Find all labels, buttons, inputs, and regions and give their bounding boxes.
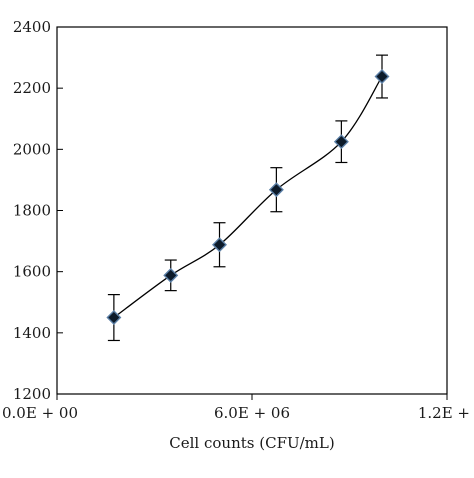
data-point: [163, 267, 179, 283]
y-tick-label: 1800: [13, 202, 51, 220]
data-point: [212, 237, 227, 253]
y-tick-label: 2200: [13, 79, 51, 97]
data-point: [268, 182, 284, 198]
x-axis-label: Cell counts (CFU/mL): [169, 434, 334, 452]
x-tick-label: 1.2E +: [418, 404, 470, 422]
series-line: [113, 76, 383, 319]
x-tick-label: 0.0E + 00: [2, 404, 78, 422]
y-axis: 1200 1400 1600 1800 2000 2200 2400: [13, 18, 63, 403]
y-tick-label: 2400: [13, 18, 51, 36]
y-tick-label: 1400: [13, 324, 51, 342]
series-layer: [106, 54, 390, 342]
data-point: [374, 69, 390, 85]
y-tick-label: 1200: [13, 385, 51, 403]
x-axis: 0.0E + 00 6.0E + 06 1.2E +: [2, 394, 470, 422]
y-tick-label: 2000: [13, 140, 51, 158]
y-tick-label: 1600: [13, 263, 51, 281]
data-point: [333, 134, 349, 150]
x-tick-label: 6.0E + 06: [214, 404, 290, 422]
plot-area: [56, 26, 448, 395]
data-point: [106, 310, 122, 326]
